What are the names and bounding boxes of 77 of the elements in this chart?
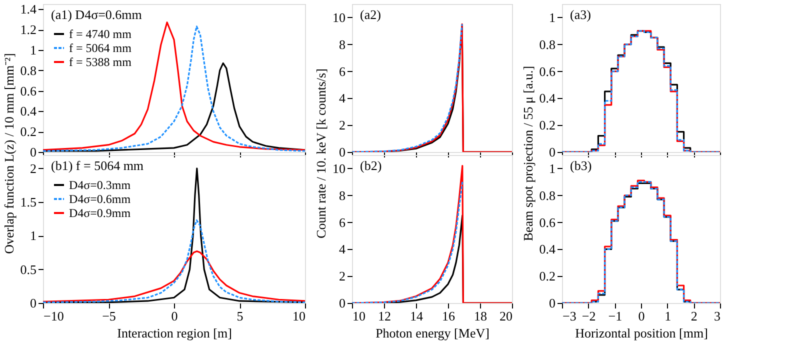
x-tick-label: −5 [102, 308, 116, 324]
x-axis-title: Interaction region [m] [117, 326, 232, 340]
y-tick-label: 1.5 [20, 194, 36, 210]
y-tick-label: 0.2 [20, 124, 36, 140]
y-tick-label: 0.6 [20, 83, 37, 98]
legend-label: f = 4740 mm [69, 27, 132, 41]
legend-label: f = 5388 mm [69, 55, 132, 69]
y-tick-label: 4 [339, 242, 346, 257]
x-tick-label: 1 [664, 308, 672, 324]
y-tick-label: 1.2 [20, 22, 36, 38]
y-tick-label: 0 [30, 144, 36, 160]
line-series [43, 250, 305, 302]
y-tick-label: 0.8 [539, 36, 556, 52]
x-tick-label: −10 [44, 308, 64, 324]
legend-label: D4σ=0.3mm [69, 178, 132, 192]
x-tick-label: −1 [608, 308, 622, 324]
x-axis-title: Photon energy [MeV] [376, 326, 490, 340]
x-tick-label: 0 [171, 308, 178, 324]
y-tick-label: 0 [549, 296, 556, 310]
y-tick-label: 6 [339, 64, 346, 79]
annotation: (a3) [570, 7, 591, 22]
legend-label: D4σ=0.9mm [69, 206, 132, 220]
annotation: (a1) D4σ=0.6mm [51, 7, 142, 22]
y-tick-label: 2 [339, 268, 346, 284]
annotation: (b1) f = 5064 mm [51, 158, 144, 173]
y-tick-label: 0.8 [539, 188, 556, 203]
x-tick-label: 14 [410, 308, 424, 324]
line-series [43, 219, 305, 303]
y-tick-label: 1.4 [20, 2, 37, 17]
x-tick-label: −2 [582, 308, 596, 324]
y-tick-label: 6 [339, 214, 346, 230]
y-tick-label: 0.8 [20, 62, 36, 78]
y-tick-label: 0.4 [539, 242, 556, 257]
line-series [352, 23, 463, 152]
y-tick-label: 0.5 [20, 262, 36, 277]
x-tick-label: 3 [714, 308, 720, 324]
x-tick-label: 10 [352, 308, 366, 324]
y-tick-label: 0.4 [539, 90, 556, 106]
y-tick-label: 1 [30, 42, 36, 58]
y-tick-label: 10 [332, 160, 346, 176]
x-axis-title: Horizontal position [mm] [575, 326, 708, 340]
annotation: (b3) [570, 158, 592, 173]
x-tick-label: 2 [690, 308, 698, 324]
y-tick-label: 2 [30, 160, 36, 176]
y-tick-label: 0.2 [539, 268, 556, 284]
x-tick-label: 16 [442, 308, 456, 324]
y-tick-label: 0 [549, 144, 556, 160]
annotation: (b2) [360, 158, 382, 173]
x-tick-label: −3 [562, 308, 576, 324]
y-tick-label: 8 [339, 36, 346, 52]
y-tick-label: 4 [339, 90, 346, 106]
legend-label: D4σ=0.6mm [69, 192, 132, 206]
y-tick-label: 0 [30, 296, 36, 310]
y-tick-label: 0.6 [539, 64, 556, 79]
y-tick-label: 1 [30, 228, 36, 244]
annotation: (a2) [360, 7, 381, 22]
y-tick-label: 0.4 [20, 104, 37, 119]
line-series [352, 181, 464, 303]
y-tick-label: 10 [332, 10, 346, 25]
y-tick-label: 1 [549, 10, 556, 25]
x-tick-label: 5 [236, 308, 244, 324]
y-tick-label: 0 [339, 144, 346, 160]
x-tick-label: 0 [638, 308, 645, 324]
legend-label: f = 5064 mm [69, 41, 132, 55]
y-tick-label: 1 [549, 160, 556, 176]
y-axis-title: Overlap function L(z) / 10 mm [mm⁻²] [1, 53, 16, 254]
x-tick-label: 12 [378, 308, 391, 324]
y-tick-label: 0 [339, 296, 346, 310]
y-axis-title: Count rate / 10. keV [k counts/s] [314, 68, 328, 238]
x-tick-label: 20 [500, 308, 512, 324]
y-axis-title: Beam spot projection / 55 μ [a.u.] [520, 66, 536, 242]
y-tick-label: 8 [339, 188, 346, 203]
y-tick-label: 0.6 [539, 214, 556, 230]
y-tick-label: 2 [339, 118, 346, 133]
x-tick-label: 10 [292, 308, 306, 324]
x-tick-label: 18 [474, 308, 487, 324]
y-tick-label: 0.2 [539, 118, 556, 133]
